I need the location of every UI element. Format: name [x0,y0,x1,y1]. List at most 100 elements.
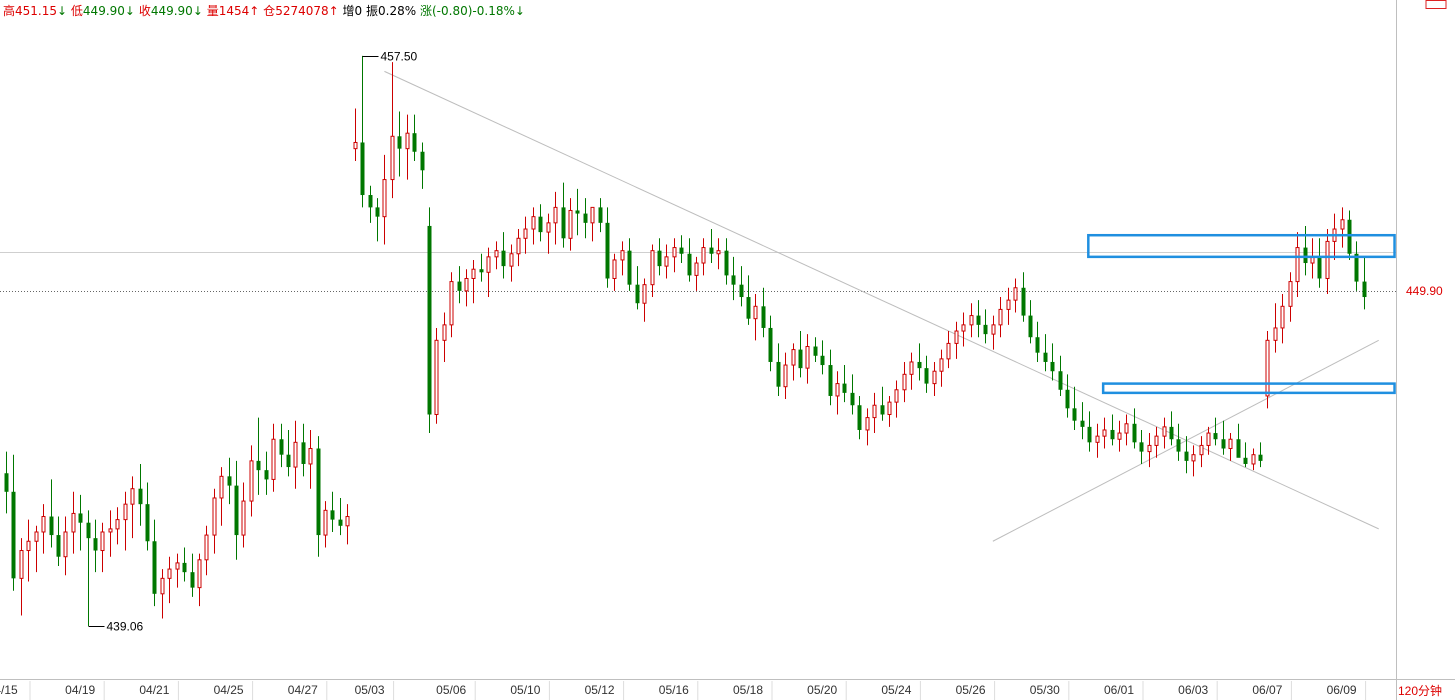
candle[interactable] [123,491,128,551]
candle[interactable] [1258,442,1263,468]
candle[interactable] [256,417,261,495]
candle[interactable] [1317,238,1322,288]
candle[interactable] [293,420,298,489]
candle[interactable] [776,343,781,396]
candle[interactable] [434,327,439,424]
candle[interactable] [932,361,937,396]
trendline-2[interactable] [992,339,1379,542]
candle[interactable] [501,232,506,279]
candle[interactable] [998,297,1003,338]
candle[interactable] [887,395,892,427]
candle[interactable] [1021,272,1026,322]
candle[interactable] [1176,423,1181,461]
candle[interactable] [768,315,773,372]
candle[interactable] [783,352,788,400]
candle[interactable] [531,207,536,245]
candle[interactable] [1035,321,1040,362]
candle[interactable] [761,287,766,338]
candle[interactable] [954,321,959,359]
candle[interactable] [1236,423,1241,458]
candle[interactable] [612,253,617,291]
candle[interactable] [86,510,91,626]
candle[interactable] [4,451,9,514]
candle[interactable] [672,238,677,273]
candle[interactable] [486,247,491,298]
candle[interactable] [939,349,944,387]
candle[interactable] [234,460,239,560]
candle[interactable] [798,331,803,378]
candle[interactable] [835,371,840,415]
candle[interactable] [1251,448,1256,471]
candle[interactable] [1102,417,1107,449]
candle[interactable] [642,278,647,322]
candle[interactable] [1265,331,1270,409]
candle[interactable] [679,235,684,264]
candle[interactable] [1288,272,1293,322]
candle[interactable] [820,340,825,375]
candle[interactable] [1043,334,1048,372]
candle[interactable] [175,553,180,588]
timeframe-label[interactable]: 120分钟 [1398,683,1442,698]
candle[interactable] [627,238,632,291]
candle[interactable] [464,269,469,307]
candle[interactable] [1110,414,1115,446]
candle[interactable] [442,312,447,362]
candle[interactable] [1169,411,1174,446]
candle[interactable] [390,62,395,199]
candle[interactable] [575,188,580,236]
candle[interactable] [34,525,39,573]
candle[interactable] [583,198,588,239]
candle[interactable] [457,266,462,304]
candle[interactable] [130,476,135,539]
candle[interactable] [145,482,150,551]
candle[interactable] [264,451,269,495]
candle[interactable] [753,293,758,341]
candle[interactable] [108,510,113,557]
candle[interactable] [93,519,98,573]
candle[interactable] [1213,417,1218,446]
candle[interactable] [701,238,706,276]
candle[interactable] [538,204,543,242]
candle[interactable] [917,343,922,381]
candle[interactable] [1221,420,1226,455]
candle[interactable] [1080,402,1085,440]
candle[interactable] [739,266,744,307]
candle[interactable] [197,553,202,607]
candle[interactable] [1280,293,1285,344]
candle[interactable] [1162,417,1167,449]
candle[interactable] [842,365,847,403]
candle[interactable] [546,213,551,254]
candle[interactable] [516,229,521,267]
candle[interactable] [813,337,818,362]
candle[interactable] [330,491,335,532]
candle[interactable] [204,525,209,576]
candle[interactable] [657,238,662,276]
window-corner-marker[interactable] [1425,0,1447,9]
candle[interactable] [568,198,573,251]
candle[interactable] [553,191,558,245]
candle[interactable] [857,395,862,440]
candle[interactable] [368,185,373,223]
candle[interactable] [345,504,350,545]
candle[interactable] [694,256,699,291]
candle[interactable] [41,504,46,554]
highlight-box-2[interactable] [1101,382,1396,395]
candle[interactable] [1117,420,1122,452]
candle[interactable] [924,355,929,393]
candle[interactable] [969,303,974,338]
candle[interactable] [1147,433,1152,468]
candle[interactable] [1340,207,1345,248]
candle[interactable] [590,206,595,242]
candle[interactable] [961,312,966,347]
candle[interactable] [286,429,291,477]
candle[interactable] [909,352,914,390]
candle[interactable] [976,300,981,338]
candle[interactable] [991,315,996,350]
candle[interactable] [420,142,425,189]
candle[interactable] [479,253,484,282]
candle[interactable] [983,309,988,344]
candle[interactable] [605,207,610,288]
candle[interactable] [1139,429,1144,464]
candle[interactable] [160,569,165,619]
candle[interactable] [946,331,951,369]
